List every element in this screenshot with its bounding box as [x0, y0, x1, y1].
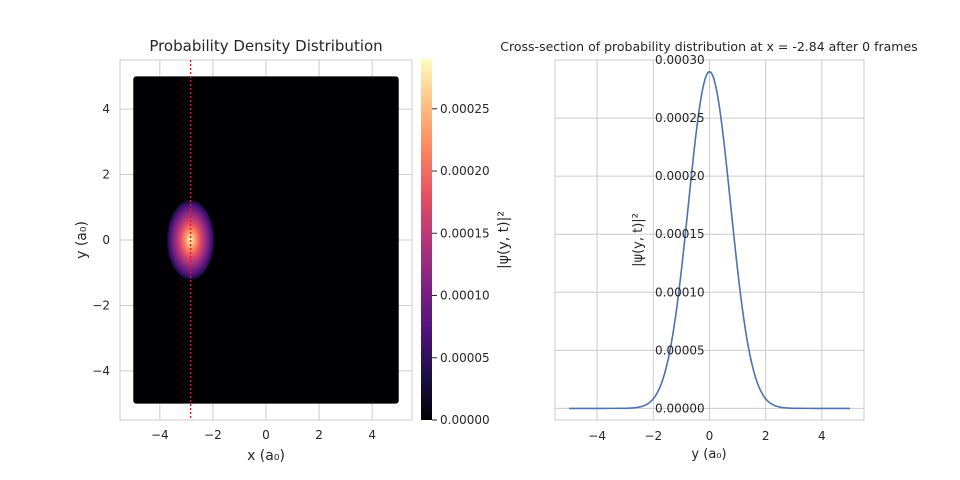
cross-y-tick-label: 0.00025 [655, 111, 705, 125]
colorbar-tick-label: 0.00010 [440, 289, 490, 303]
cross-section-ylabel: |ψ(y, t)|² [631, 213, 646, 267]
density-y-tick-label: 0 [102, 233, 110, 247]
cross-y-tick-label: 0.00030 [655, 53, 705, 67]
colorbar-tick-label: 0.00000 [440, 413, 490, 427]
density-y-tick-label: −4 [92, 364, 110, 378]
density-plot-title: Probability Density Distribution [149, 37, 382, 55]
cross-section-xlabel: y (a₀) [691, 447, 726, 462]
density-plot: −4 −2 0 2 4 −4 −2 0 2 4 Probability Density Distr… [74, 37, 413, 464]
cross-section-curve [569, 70, 850, 410]
density-x-tick-label: −4 [151, 428, 169, 442]
cross-y-tick-label: 0.00000 [655, 401, 705, 415]
cross-section-title: Cross-section of probability distributio… [500, 39, 917, 54]
cross-y-tick-label: 0.00005 [655, 343, 705, 357]
density-y-tick-label: 2 [102, 168, 110, 182]
density-heatmap [133, 76, 399, 404]
cross-section-ticks: −4 −2 0 2 4 0.00000 0.00005 0.00010 0.00015 0.000… [588, 53, 825, 443]
colorbar-tick-label: 0.00020 [440, 164, 490, 178]
density-plot-ticks: −4 −2 0 2 4 −4 −2 0 2 4 [92, 102, 376, 442]
density-x-tick-label: 4 [368, 428, 376, 442]
cross-y-tick-label: 0.00010 [655, 285, 705, 299]
density-x-tick-label: −2 [204, 428, 222, 442]
cross-x-tick-label: 0 [706, 429, 714, 443]
colorbar-ticks: 0.00000 0.00005 0.00010 0.00015 0.00020 0.000… [432, 102, 490, 427]
cross-section-plot: −4 −2 0 2 4 0.00000 0.00005 0.00010 0.00015 0.000… [500, 39, 917, 462]
colorbar-label: |ψ(y, t)|² [496, 211, 512, 269]
cross-x-tick-label: −4 [588, 429, 606, 443]
colorbar-bar [421, 59, 432, 420]
density-x-tick-label: 0 [262, 428, 270, 442]
cross-x-tick-label: −2 [644, 429, 662, 443]
cross-y-tick-label: 0.00020 [655, 169, 705, 183]
density-plot-ylabel: y (a₀) [74, 221, 90, 259]
colorbar: 0.00000 0.00005 0.00010 0.00015 0.00020 0.000… [421, 59, 512, 427]
density-y-tick-label: 4 [102, 102, 110, 116]
colorbar-tick-label: 0.00025 [440, 102, 490, 116]
colorbar-tick-label: 0.00005 [440, 351, 490, 365]
density-y-tick-label: −2 [92, 298, 110, 312]
cross-x-tick-label: 4 [818, 429, 826, 443]
density-plot-xlabel: x (a₀) [247, 448, 285, 464]
cross-x-tick-label: 2 [762, 429, 770, 443]
cross-section-grid [555, 59, 864, 420]
density-x-tick-label: 2 [315, 428, 323, 442]
colorbar-tick-label: 0.00015 [440, 226, 490, 240]
cross-y-tick-label: 0.00015 [655, 227, 705, 241]
